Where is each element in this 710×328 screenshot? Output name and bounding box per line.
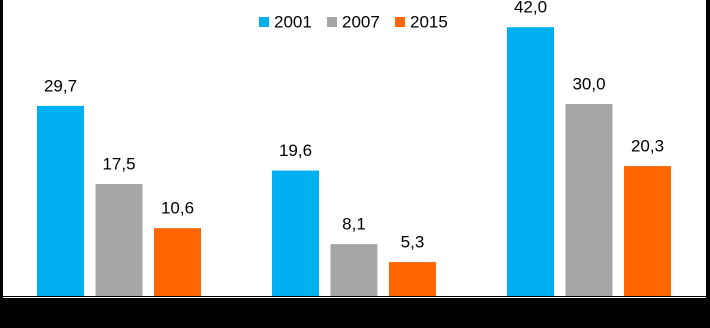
data-label: 29,7 (44, 76, 77, 95)
data-label: 19,6 (279, 141, 312, 160)
bar (330, 244, 378, 296)
data-label: 20,3 (631, 137, 664, 156)
data-label: 8,1 (342, 215, 366, 234)
bar (37, 105, 84, 296)
legend-swatch (395, 17, 405, 27)
bar (389, 262, 436, 296)
legend-label: 2007 (342, 12, 380, 31)
left-border (0, 0, 3, 328)
bar (154, 228, 201, 296)
bar (507, 27, 554, 296)
data-label: 5,3 (401, 233, 425, 252)
data-label: 42,0 (514, 0, 547, 17)
legend-label: 2015 (410, 12, 448, 31)
bar (95, 184, 143, 296)
data-label: 30,0 (572, 74, 605, 93)
bar (272, 170, 319, 296)
legend-label: 2001 (274, 12, 312, 31)
legend-swatch (259, 17, 269, 27)
right-border (706, 0, 710, 328)
bottom-band (0, 298, 710, 328)
legend-swatch (327, 17, 337, 27)
plot: 2001 2007 2015 29,7 17,5 10,6 19,6 8,1 5,3 42,0 30… (37, 0, 671, 296)
data-label: 17,5 (102, 154, 135, 173)
data-label: 10,6 (161, 199, 194, 218)
bar (624, 166, 671, 296)
bar (565, 104, 613, 296)
